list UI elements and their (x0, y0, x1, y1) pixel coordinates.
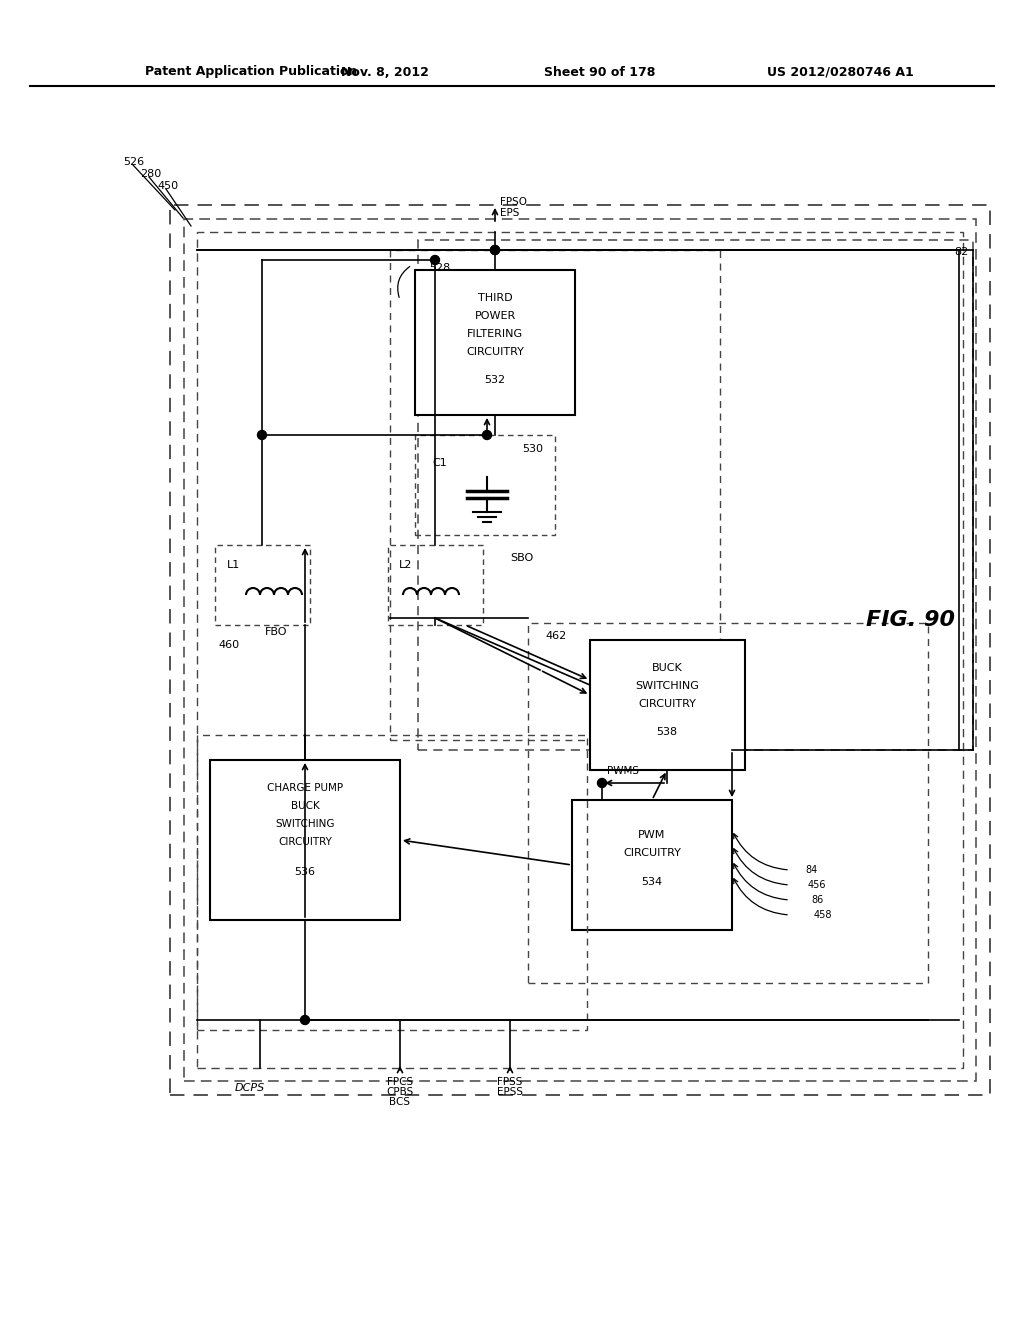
Bar (197, 735, 587, 1030)
Circle shape (300, 1015, 309, 1024)
Text: 536: 536 (295, 867, 315, 876)
Text: EPSS: EPSS (497, 1086, 523, 1097)
Text: FILTERING: FILTERING (467, 329, 523, 339)
Circle shape (597, 779, 606, 788)
Text: Nov. 8, 2012: Nov. 8, 2012 (341, 66, 429, 78)
Text: CIRCUITRY: CIRCUITRY (623, 847, 681, 858)
Circle shape (490, 246, 500, 255)
Text: CIRCUITRY: CIRCUITRY (638, 700, 696, 709)
Bar (528, 623, 928, 983)
Text: CIRCUITRY: CIRCUITRY (279, 837, 332, 847)
Text: 462: 462 (545, 631, 566, 642)
Text: SWITCHING: SWITCHING (275, 818, 335, 829)
Text: BCS: BCS (389, 1097, 411, 1107)
Text: FPSS: FPSS (498, 1077, 522, 1086)
Text: 82: 82 (954, 247, 968, 257)
Text: EPS: EPS (500, 209, 519, 218)
Bar (197, 232, 963, 1068)
Text: PWM: PWM (638, 830, 666, 840)
Bar (184, 219, 976, 1081)
Text: 460: 460 (218, 640, 240, 649)
Text: 532: 532 (484, 375, 506, 385)
Bar (572, 800, 732, 931)
Bar (415, 436, 555, 535)
Text: DCPS: DCPS (234, 1082, 265, 1093)
Text: FPSO: FPSO (500, 197, 527, 207)
Text: PWMS: PWMS (607, 766, 639, 776)
Text: 528: 528 (429, 263, 451, 273)
Text: Patent Application Publication: Patent Application Publication (145, 66, 357, 78)
Text: 450: 450 (157, 181, 178, 191)
Text: 526: 526 (123, 157, 144, 168)
Text: CPBS: CPBS (386, 1086, 414, 1097)
Text: 530: 530 (522, 444, 544, 454)
Text: Sheet 90 of 178: Sheet 90 of 178 (545, 66, 655, 78)
Text: 84: 84 (805, 865, 817, 875)
Bar (170, 205, 990, 1096)
Text: 538: 538 (656, 727, 678, 737)
Text: US 2012/0280746 A1: US 2012/0280746 A1 (767, 66, 913, 78)
Bar (415, 271, 575, 414)
Text: POWER: POWER (474, 312, 516, 321)
Circle shape (482, 430, 492, 440)
Bar (590, 640, 745, 770)
Text: SWITCHING: SWITCHING (635, 681, 699, 690)
Text: 456: 456 (808, 880, 826, 890)
Text: L1: L1 (226, 560, 240, 570)
Text: 280: 280 (140, 169, 161, 180)
Bar (388, 545, 483, 624)
Text: FBO: FBO (265, 627, 288, 638)
Text: FPCS: FPCS (387, 1077, 413, 1086)
Bar (210, 760, 400, 920)
Text: THIRD: THIRD (477, 293, 512, 304)
Text: 534: 534 (641, 876, 663, 887)
Text: SBO: SBO (510, 553, 534, 564)
Bar (215, 545, 310, 624)
Text: CHARGE PUMP: CHARGE PUMP (267, 783, 343, 793)
Text: C1: C1 (432, 458, 447, 469)
Text: BUCK: BUCK (651, 663, 682, 673)
Text: FIG. 90: FIG. 90 (865, 610, 954, 630)
Bar (390, 249, 720, 741)
Circle shape (430, 256, 439, 264)
Text: 86: 86 (811, 895, 823, 906)
Circle shape (257, 430, 266, 440)
Text: BUCK: BUCK (291, 801, 319, 810)
Circle shape (490, 246, 500, 255)
Text: L2: L2 (399, 560, 413, 570)
Text: CIRCUITRY: CIRCUITRY (466, 347, 524, 356)
Text: 458: 458 (814, 909, 833, 920)
Bar (418, 240, 973, 750)
